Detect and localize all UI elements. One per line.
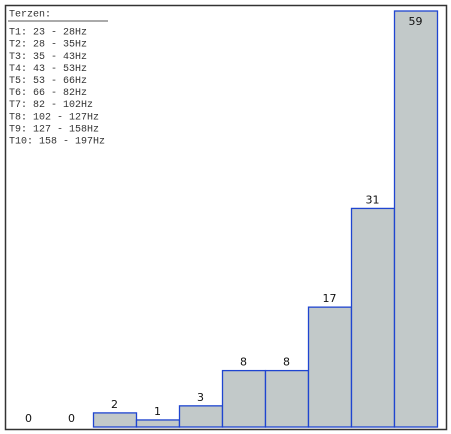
value-label: 3 (197, 391, 204, 404)
bar (350, 207, 396, 428)
value-label: 31 (366, 193, 380, 206)
value-label: 1 (154, 405, 161, 418)
legend-item: T9: 127 - 158Hz (9, 124, 99, 135)
legend-item: T2: 28 - 35Hz (9, 40, 87, 51)
value-label: 59 (409, 15, 423, 28)
bar (92, 412, 138, 428)
bar (307, 306, 353, 428)
value-label: 17 (323, 292, 337, 305)
legend-item: T10: 158 - 197Hz (9, 137, 105, 148)
legend-item: T5: 53 - 66Hz (9, 76, 87, 87)
legend-item: T3: 35 - 43Hz (9, 52, 87, 63)
legend-item: T6: 66 - 82Hz (9, 88, 87, 99)
legend-item: T4: 43 - 53Hz (9, 64, 87, 75)
bar (264, 369, 310, 428)
legend-item: T1: 23 - 28Hz (9, 28, 87, 39)
bar (221, 369, 267, 428)
value-label: 2 (111, 398, 118, 411)
bar (178, 405, 224, 428)
value-label: 8 (240, 356, 247, 369)
value-label: 8 (283, 356, 290, 369)
legend-title: Terzen: (9, 10, 51, 21)
legend-item: T7: 82 - 102Hz (9, 100, 93, 111)
value-label: 0 (68, 412, 75, 425)
bar (135, 419, 181, 428)
bars: 0 0 2 1 3 8 8 17 31 59 (25, 10, 439, 428)
value-label: 0 (25, 412, 32, 425)
bar (393, 10, 439, 428)
legend-item: T8: 102 - 127Hz (9, 112, 99, 123)
